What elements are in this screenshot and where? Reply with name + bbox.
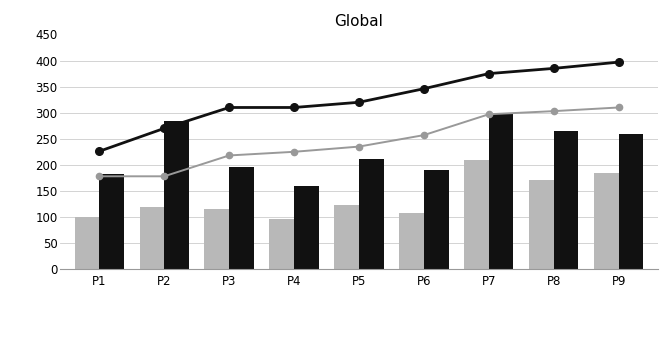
Bar [140, 207, 164, 269]
Bar [488, 114, 513, 269]
Bar [74, 217, 99, 269]
Bar [359, 159, 384, 269]
Bar [464, 160, 488, 269]
Bar [205, 209, 229, 269]
Bar [529, 180, 554, 269]
Bar [229, 167, 254, 269]
Bar [424, 170, 449, 269]
Bar [399, 213, 424, 269]
Bar [164, 121, 189, 269]
Bar [334, 206, 359, 269]
Bar [270, 219, 294, 269]
Bar [294, 186, 319, 269]
Bar [99, 174, 124, 269]
Bar [594, 172, 619, 269]
Bar [554, 131, 578, 269]
Bar [619, 134, 643, 269]
Title: Global: Global [335, 14, 383, 29]
